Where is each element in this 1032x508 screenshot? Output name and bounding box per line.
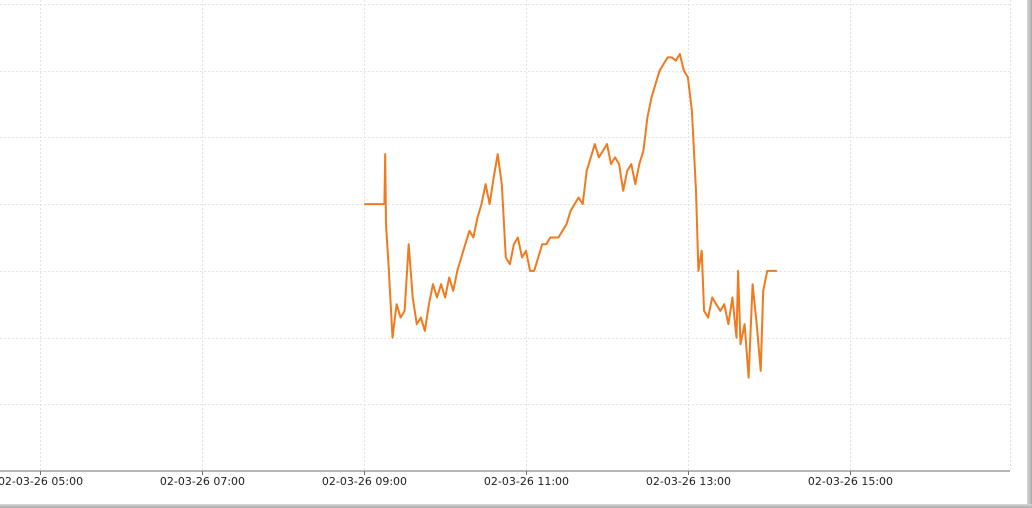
- series-layer: [364, 53, 777, 379]
- x-tick-label-4: 02-03-26 11:00: [484, 475, 569, 488]
- grid-lines: [0, 0, 1011, 471]
- x-tick-label-2: 02-03-26 07:00: [160, 475, 245, 488]
- x-axis-ticks: 02-03-26 05:00 02-03-26 07:00 02-03-26 09:…: [0, 471, 893, 488]
- x-tick-label-6: 02-03-26 15:00: [808, 475, 893, 488]
- panel-border-right: [1027, 0, 1032, 508]
- series-line-1: [364, 53, 777, 379]
- panel-border-bottom: [0, 504, 1032, 508]
- x-tick-label-1: 02-03-26 05:00: [0, 475, 83, 488]
- x-tick-label-3: 02-03-26 09:00: [322, 475, 407, 488]
- x-tick-label-5: 02-03-26 13:00: [646, 475, 731, 488]
